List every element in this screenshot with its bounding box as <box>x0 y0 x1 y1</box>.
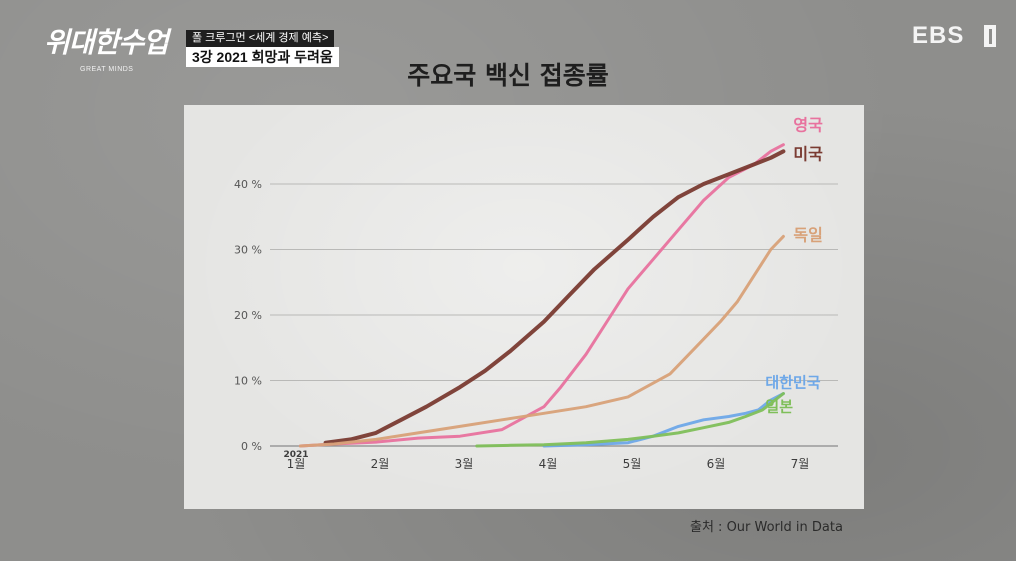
series-line-3 <box>298 234 785 448</box>
x-tick-label: 6월 <box>707 457 726 471</box>
series-label-1: 영국 <box>793 116 823 135</box>
broadcaster-logo-mark <box>984 25 996 47</box>
x-tick-label: 5월 <box>623 457 642 471</box>
source-credit: 출처 : Our World in Data <box>690 520 843 535</box>
series-line-5 <box>475 392 785 448</box>
x-tick-label: 7월 <box>791 457 810 471</box>
y-tick-label: 10 % <box>234 375 262 388</box>
y-tick-label: 0 % <box>241 440 262 453</box>
series-label-5: 일본 <box>765 398 793 416</box>
x-tick-label: 2월 <box>371 457 390 471</box>
chart-title: 주요국 백신 접종률 <box>407 61 609 90</box>
series-line-1 <box>298 143 785 448</box>
series-line-2 <box>323 149 786 445</box>
x-tick-label: 1월 <box>287 457 306 471</box>
y-tick-label: 30 % <box>234 244 262 257</box>
x-tick-label: 4월 <box>539 457 558 471</box>
series-label-2: 미국 <box>793 144 823 163</box>
program-logo-subtitle: GREAT MINDS <box>80 66 134 73</box>
episode-caption-series: 폴 크루그먼 <세계 경제 예측> <box>186 30 335 47</box>
line-chart: 0 % 10 % 20 % 30 % 40 % 1월 2월 3월 4월 5월 6월 7월 2021 영국미… <box>234 116 838 471</box>
series-label-4: 대한민국 <box>765 374 820 392</box>
y-tick-label: 40 % <box>234 178 262 191</box>
broadcaster-logo: EBS <box>912 22 965 49</box>
series-line-4 <box>542 392 785 448</box>
x-tick-label: 3월 <box>455 457 474 471</box>
x-year-label: 2021 <box>283 450 308 460</box>
y-tick-label: 20 % <box>234 309 262 322</box>
program-logo: 위대한수업 <box>44 26 169 59</box>
series-label-3: 독일 <box>793 225 822 244</box>
episode-caption-title: 3강 2021 희망과 두려움 <box>186 47 339 67</box>
